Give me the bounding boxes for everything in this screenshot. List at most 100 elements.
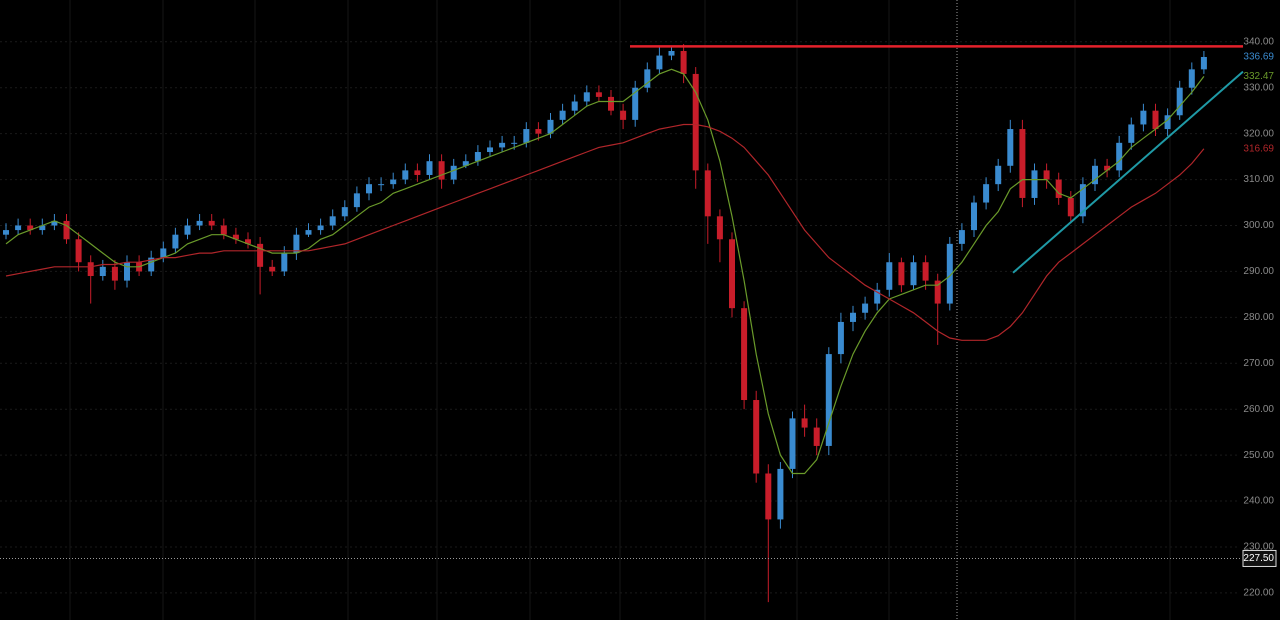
candle-body (571, 101, 578, 111)
candle-body (983, 184, 990, 203)
y-tick-label: 250.00 (1243, 450, 1274, 461)
trend-line (1012, 70, 1244, 274)
candle-body (27, 225, 34, 231)
y-tick-label: 260.00 (1243, 404, 1274, 415)
candle-body (1007, 129, 1014, 166)
candle-body (474, 152, 481, 162)
candle-body (644, 69, 651, 88)
candle-body (668, 50, 675, 56)
candle-body (1055, 179, 1062, 198)
candle-body (765, 473, 772, 520)
candle-body (1031, 170, 1038, 198)
candle-body (269, 266, 276, 272)
y-tick-label: 300.00 (1243, 220, 1274, 231)
crosshair-tag (1242, 549, 1277, 567)
candle-body (232, 234, 239, 240)
y-tick-label: 230.00 (1243, 542, 1274, 553)
candle-body (958, 230, 965, 244)
candle-body (1116, 142, 1123, 171)
candle-body (789, 418, 796, 469)
candle-body (632, 87, 639, 120)
candle-body (51, 220, 58, 226)
candle-body (15, 225, 22, 231)
y-tick-label: 280.00 (1243, 312, 1274, 323)
candle-body (1104, 165, 1111, 171)
candle-body (837, 321, 844, 355)
candle-body (511, 142, 518, 144)
candle-body (741, 308, 748, 401)
candle-body (535, 129, 542, 134)
candle-body (692, 73, 699, 171)
candle-body (971, 202, 977, 231)
y-tick-label: 310.00 (1243, 174, 1274, 185)
candle-body (874, 289, 881, 304)
candle-body (39, 225, 46, 231)
candle-body (656, 55, 663, 70)
candle-body (1092, 165, 1098, 185)
candle-body (716, 216, 723, 240)
candle-body (753, 400, 760, 474)
candle-body (1140, 110, 1147, 125)
candle-body (850, 312, 856, 322)
candle-body (281, 253, 288, 272)
y-tick-label: 290.00 (1243, 266, 1274, 277)
candle-body (63, 220, 70, 240)
candle-body (898, 262, 905, 286)
y-tick-label: 330.00 (1243, 82, 1274, 93)
candle-body (414, 170, 421, 175)
candle-body (208, 220, 215, 226)
candle-body (704, 170, 711, 217)
candle-body (595, 92, 602, 97)
candle-body (426, 161, 433, 175)
candle-body (293, 234, 300, 254)
candle-body (148, 257, 155, 272)
ma-value-label: 316.69 (1243, 143, 1274, 154)
candle-body (547, 119, 554, 134)
candle-body (1079, 184, 1086, 217)
candle-body (99, 266, 106, 277)
candle-body (886, 262, 893, 290)
crosshair-label: 227.50 (1243, 553, 1274, 564)
y-tick-label: 350.00 (1243, 0, 1274, 2)
moving-average-line (5, 68, 1205, 475)
candle-body (813, 427, 820, 446)
candle-body (946, 243, 953, 304)
candle-body (124, 262, 130, 281)
candle-body (353, 193, 360, 208)
candle-body (910, 262, 917, 286)
candle-body (341, 207, 348, 217)
candle-body (934, 280, 941, 304)
candle-body (329, 216, 336, 226)
y-tick-label: 220.00 (1243, 588, 1274, 599)
y-tick-label: 320.00 (1243, 128, 1274, 139)
candle-body (172, 234, 179, 249)
candle-body (305, 230, 312, 235)
y-tick-label: 240.00 (1243, 496, 1274, 507)
candle-body (366, 184, 372, 194)
candle-body (390, 179, 397, 185)
candle-body (438, 161, 445, 180)
candle-body (620, 110, 627, 120)
candle-body (1128, 124, 1135, 143)
candle-body (317, 225, 324, 231)
moving-average-line (5, 123, 1205, 341)
candle-body (680, 50, 687, 74)
candle-body (1176, 87, 1183, 116)
candle-body (523, 129, 530, 143)
candle-body (499, 142, 506, 148)
candle-body (220, 225, 227, 235)
candle-body (245, 239, 251, 244)
candle-body (1019, 129, 1026, 198)
candle-body (1164, 115, 1171, 130)
candle-body (462, 161, 469, 166)
candle-body (1188, 69, 1195, 88)
candle-body (487, 147, 493, 153)
y-tick-label: 340.00 (1243, 36, 1274, 47)
candle-body (1043, 170, 1050, 180)
candle-body (257, 243, 264, 267)
candle-body (402, 170, 409, 180)
candle-body (160, 248, 167, 258)
candle-body (3, 230, 9, 235)
